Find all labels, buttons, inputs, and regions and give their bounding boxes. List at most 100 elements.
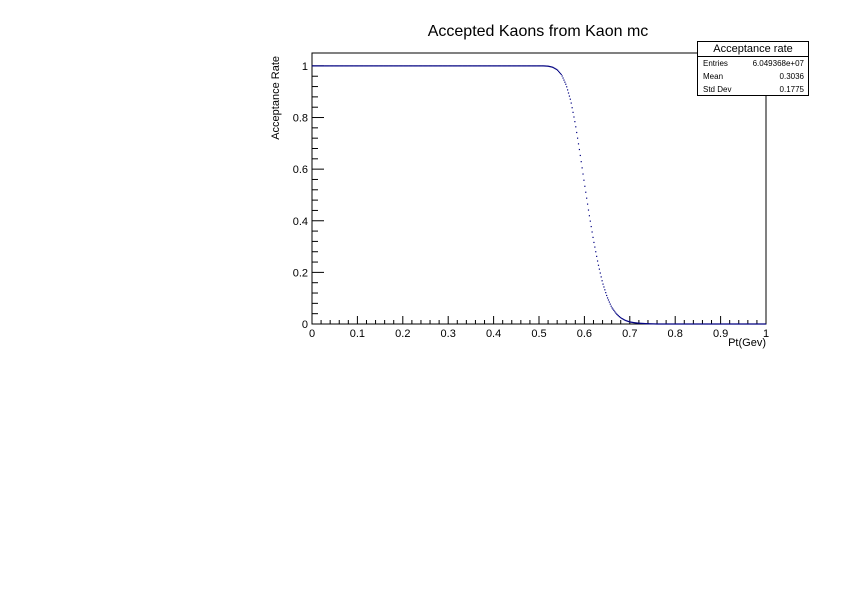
- data-point: [494, 65, 496, 67]
- data-point: [718, 323, 720, 325]
- data-point: [351, 65, 354, 67]
- data-point: [381, 65, 383, 67]
- data-point: [350, 65, 353, 67]
- data-point: [380, 65, 383, 67]
- data-point: [365, 65, 367, 67]
- data-point: [471, 65, 473, 67]
- data-point: [715, 323, 717, 325]
- x-tick-label: 0.7: [622, 328, 637, 340]
- data-point: [343, 65, 345, 67]
- data-point: [545, 65, 547, 67]
- data-point: [608, 301, 610, 303]
- data-point: [497, 65, 500, 67]
- data-point: [470, 65, 472, 67]
- data-point: [704, 323, 706, 325]
- data-point: [573, 116, 575, 118]
- data-point: [740, 323, 742, 325]
- data-point: [560, 73, 562, 76]
- data-point: [686, 323, 689, 325]
- data-point: [576, 137, 579, 139]
- data-point: [401, 65, 403, 67]
- data-point: [701, 323, 703, 325]
- data-point: [647, 323, 650, 325]
- data-point: [414, 65, 416, 67]
- data-point: [627, 320, 630, 323]
- data-point: [566, 86, 568, 88]
- data-point: [751, 323, 753, 325]
- data-point: [636, 322, 639, 324]
- data-point: [638, 322, 640, 324]
- data-point: [554, 67, 556, 70]
- data-point: [334, 65, 336, 67]
- data-point: [320, 65, 323, 67]
- data-point: [697, 323, 699, 325]
- y-tick-label: 1: [302, 61, 308, 73]
- data-point: [456, 65, 458, 67]
- data-point: [603, 286, 605, 288]
- data-point: [536, 65, 538, 67]
- data-point: [336, 65, 338, 67]
- data-point: [323, 65, 325, 67]
- data-point: [611, 307, 613, 309]
- data-point: [756, 323, 758, 325]
- data-point: [338, 65, 340, 67]
- data-point: [363, 65, 365, 67]
- data-point: [411, 65, 413, 67]
- data-point: [330, 65, 332, 67]
- data-point: [568, 95, 571, 97]
- data-point: [646, 323, 649, 325]
- data-point: [547, 65, 550, 67]
- data-point: [583, 179, 585, 181]
- data-point: [476, 65, 478, 67]
- data-point: [759, 323, 761, 325]
- data-point: [356, 65, 358, 67]
- data-point: [422, 65, 424, 67]
- data-point: [641, 322, 643, 325]
- data-point: [442, 65, 444, 67]
- data-point: [357, 65, 359, 67]
- x-tick-label: 0.4: [486, 328, 501, 340]
- stats-value: 0.3036: [779, 72, 804, 81]
- data-point: [553, 67, 555, 69]
- data-point: [464, 65, 466, 67]
- data-point: [400, 65, 403, 67]
- data-point: [534, 65, 536, 67]
- data-point: [431, 65, 433, 67]
- data-point: [424, 65, 426, 67]
- data-point: [609, 303, 611, 305]
- data-point: [692, 323, 694, 325]
- data-point: [606, 297, 609, 299]
- data-point: [649, 323, 651, 325]
- data-point: [407, 65, 409, 67]
- data-point: [705, 323, 708, 325]
- data-point: [678, 323, 680, 325]
- data-point: [720, 323, 722, 325]
- data-point: [460, 65, 462, 67]
- data-point: [461, 65, 463, 67]
- data-point: [663, 323, 665, 325]
- y-tick-label: 0.8: [293, 113, 308, 125]
- data-point: [516, 65, 518, 67]
- y-tick-label: 0.4: [293, 216, 308, 228]
- data-point: [665, 323, 668, 325]
- data-point: [387, 65, 389, 67]
- data-point: [584, 185, 586, 187]
- data-point: [557, 69, 559, 71]
- data-point: [513, 65, 515, 67]
- x-tick-label: 0.5: [531, 328, 546, 340]
- data-point: [367, 65, 369, 67]
- data-point: [658, 323, 660, 325]
- data-point: [349, 65, 352, 67]
- data-point: [546, 65, 548, 67]
- data-point: [339, 65, 341, 67]
- data-point: [567, 89, 569, 91]
- data-point: [359, 65, 361, 67]
- data-point: [362, 65, 364, 67]
- data-point: [574, 121, 576, 123]
- data-point: [571, 107, 573, 109]
- data-point: [509, 65, 511, 67]
- y-axis-title: Acceptance Rate: [270, 56, 282, 140]
- data-point: [620, 317, 622, 319]
- data-point: [321, 65, 324, 67]
- data-point: [425, 65, 427, 67]
